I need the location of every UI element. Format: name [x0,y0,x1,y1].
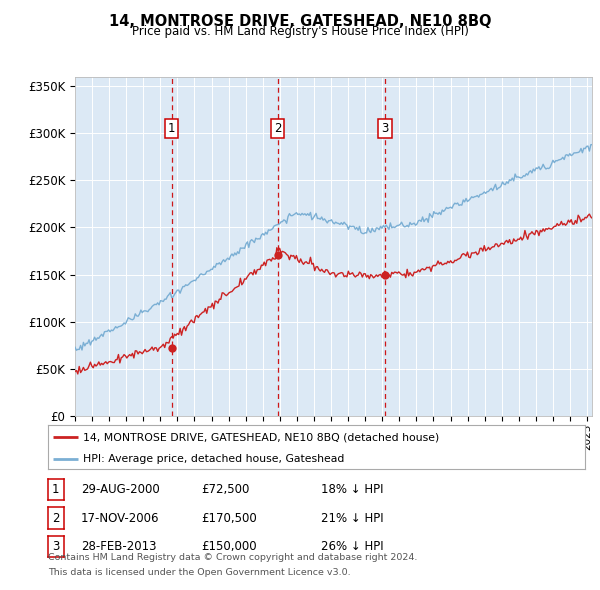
Text: 29-AUG-2000: 29-AUG-2000 [81,483,160,496]
Text: 1: 1 [168,122,175,135]
Text: 14, MONTROSE DRIVE, GATESHEAD, NE10 8BQ: 14, MONTROSE DRIVE, GATESHEAD, NE10 8BQ [109,14,491,28]
Text: 18% ↓ HPI: 18% ↓ HPI [321,483,383,496]
Text: 14, MONTROSE DRIVE, GATESHEAD, NE10 8BQ (detached house): 14, MONTROSE DRIVE, GATESHEAD, NE10 8BQ … [83,432,439,442]
Text: 26% ↓ HPI: 26% ↓ HPI [321,540,383,553]
Text: £72,500: £72,500 [201,483,250,496]
Text: Contains HM Land Registry data © Crown copyright and database right 2024.: Contains HM Land Registry data © Crown c… [48,553,418,562]
Text: 2: 2 [274,122,281,135]
Text: Price paid vs. HM Land Registry's House Price Index (HPI): Price paid vs. HM Land Registry's House … [131,25,469,38]
Text: £170,500: £170,500 [201,512,257,525]
Text: 3: 3 [381,122,389,135]
Text: HPI: Average price, detached house, Gateshead: HPI: Average price, detached house, Gate… [83,454,344,464]
Text: 3: 3 [52,540,59,553]
Text: 21% ↓ HPI: 21% ↓ HPI [321,512,383,525]
Text: 2: 2 [52,512,59,525]
Text: This data is licensed under the Open Government Licence v3.0.: This data is licensed under the Open Gov… [48,568,350,577]
Text: 1: 1 [52,483,59,496]
Text: 28-FEB-2013: 28-FEB-2013 [81,540,157,553]
Text: £150,000: £150,000 [201,540,257,553]
Text: 17-NOV-2006: 17-NOV-2006 [81,512,160,525]
